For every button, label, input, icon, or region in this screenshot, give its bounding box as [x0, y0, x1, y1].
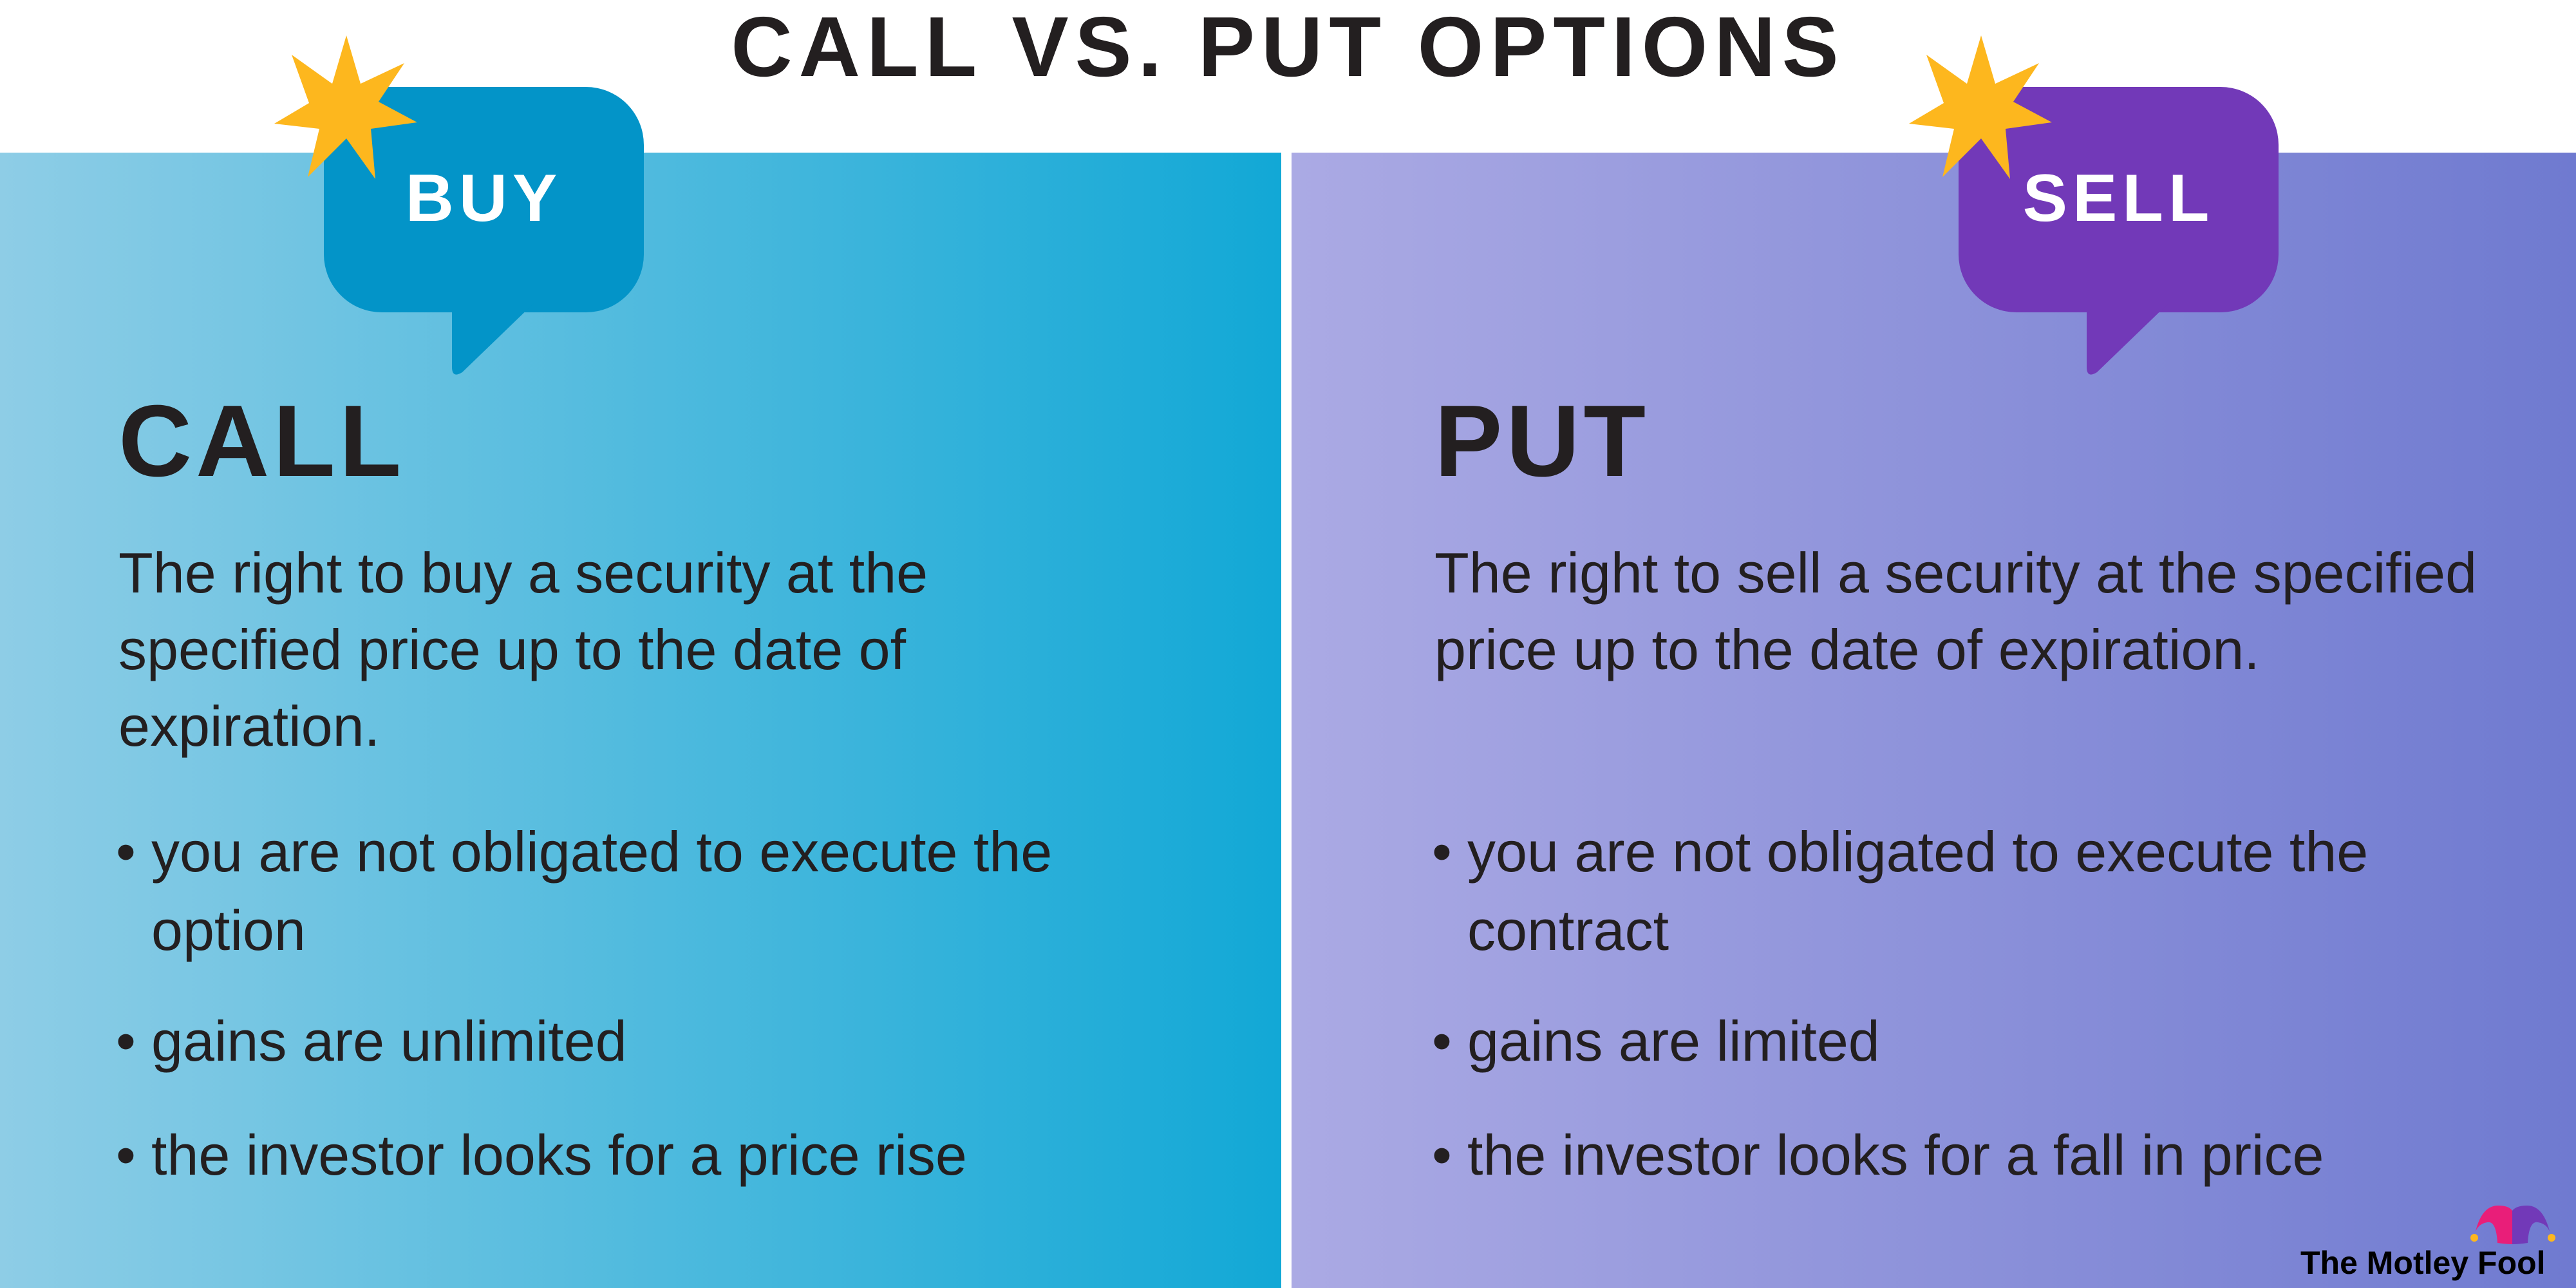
call-bullet: • you are not obligated to execute the o… [116, 813, 1095, 970]
call-panel [0, 153, 1281, 1288]
put-bullet: • the investor looks for a fall in price [1432, 1116, 2526, 1195]
put-description: The right to sell a security at the spec… [1434, 541, 2477, 681]
bullet-marker: • [1432, 1009, 1452, 1073]
starburst-icon [274, 35, 417, 179]
put-bullet: • you are not obligated to execute the c… [1432, 813, 2411, 970]
call-heading: CALL [118, 384, 406, 498]
bullet-marker: • [116, 820, 136, 884]
bullet-marker: • [116, 1123, 136, 1187]
starburst-icon [1909, 35, 2052, 179]
buy-bubble-tail [452, 303, 534, 375]
call-description: The right to buy a security at the speci… [118, 541, 928, 758]
put-bullet: • gains are limited [1432, 1002, 2526, 1081]
logo-text: The Motley Fool [2300, 1245, 2546, 1281]
buy-label: BUY [405, 161, 563, 236]
motley-fool-logo: The Motley Fool [2292, 1204, 2562, 1282]
sell-bubble-tail [2087, 303, 2169, 375]
jester-hat-icon [2470, 1206, 2555, 1244]
bullet-marker: • [116, 1009, 136, 1073]
put-panel [1292, 153, 2576, 1288]
call-bullet: • the investor looks for a price rise [116, 1116, 1210, 1195]
call-bullet: • gains are unlimited [116, 1002, 1210, 1081]
sell-speech-bubble: SELL [1959, 87, 2279, 312]
buy-speech-bubble: BUY [324, 87, 644, 312]
page-title: CALL VS. PUT OPTIONS [731, 0, 1845, 94]
sell-label: SELL [2022, 161, 2215, 236]
put-heading: PUT [1434, 384, 1650, 498]
bullet-marker: • [1432, 820, 1452, 884]
bullet-marker: • [1432, 1123, 1452, 1187]
